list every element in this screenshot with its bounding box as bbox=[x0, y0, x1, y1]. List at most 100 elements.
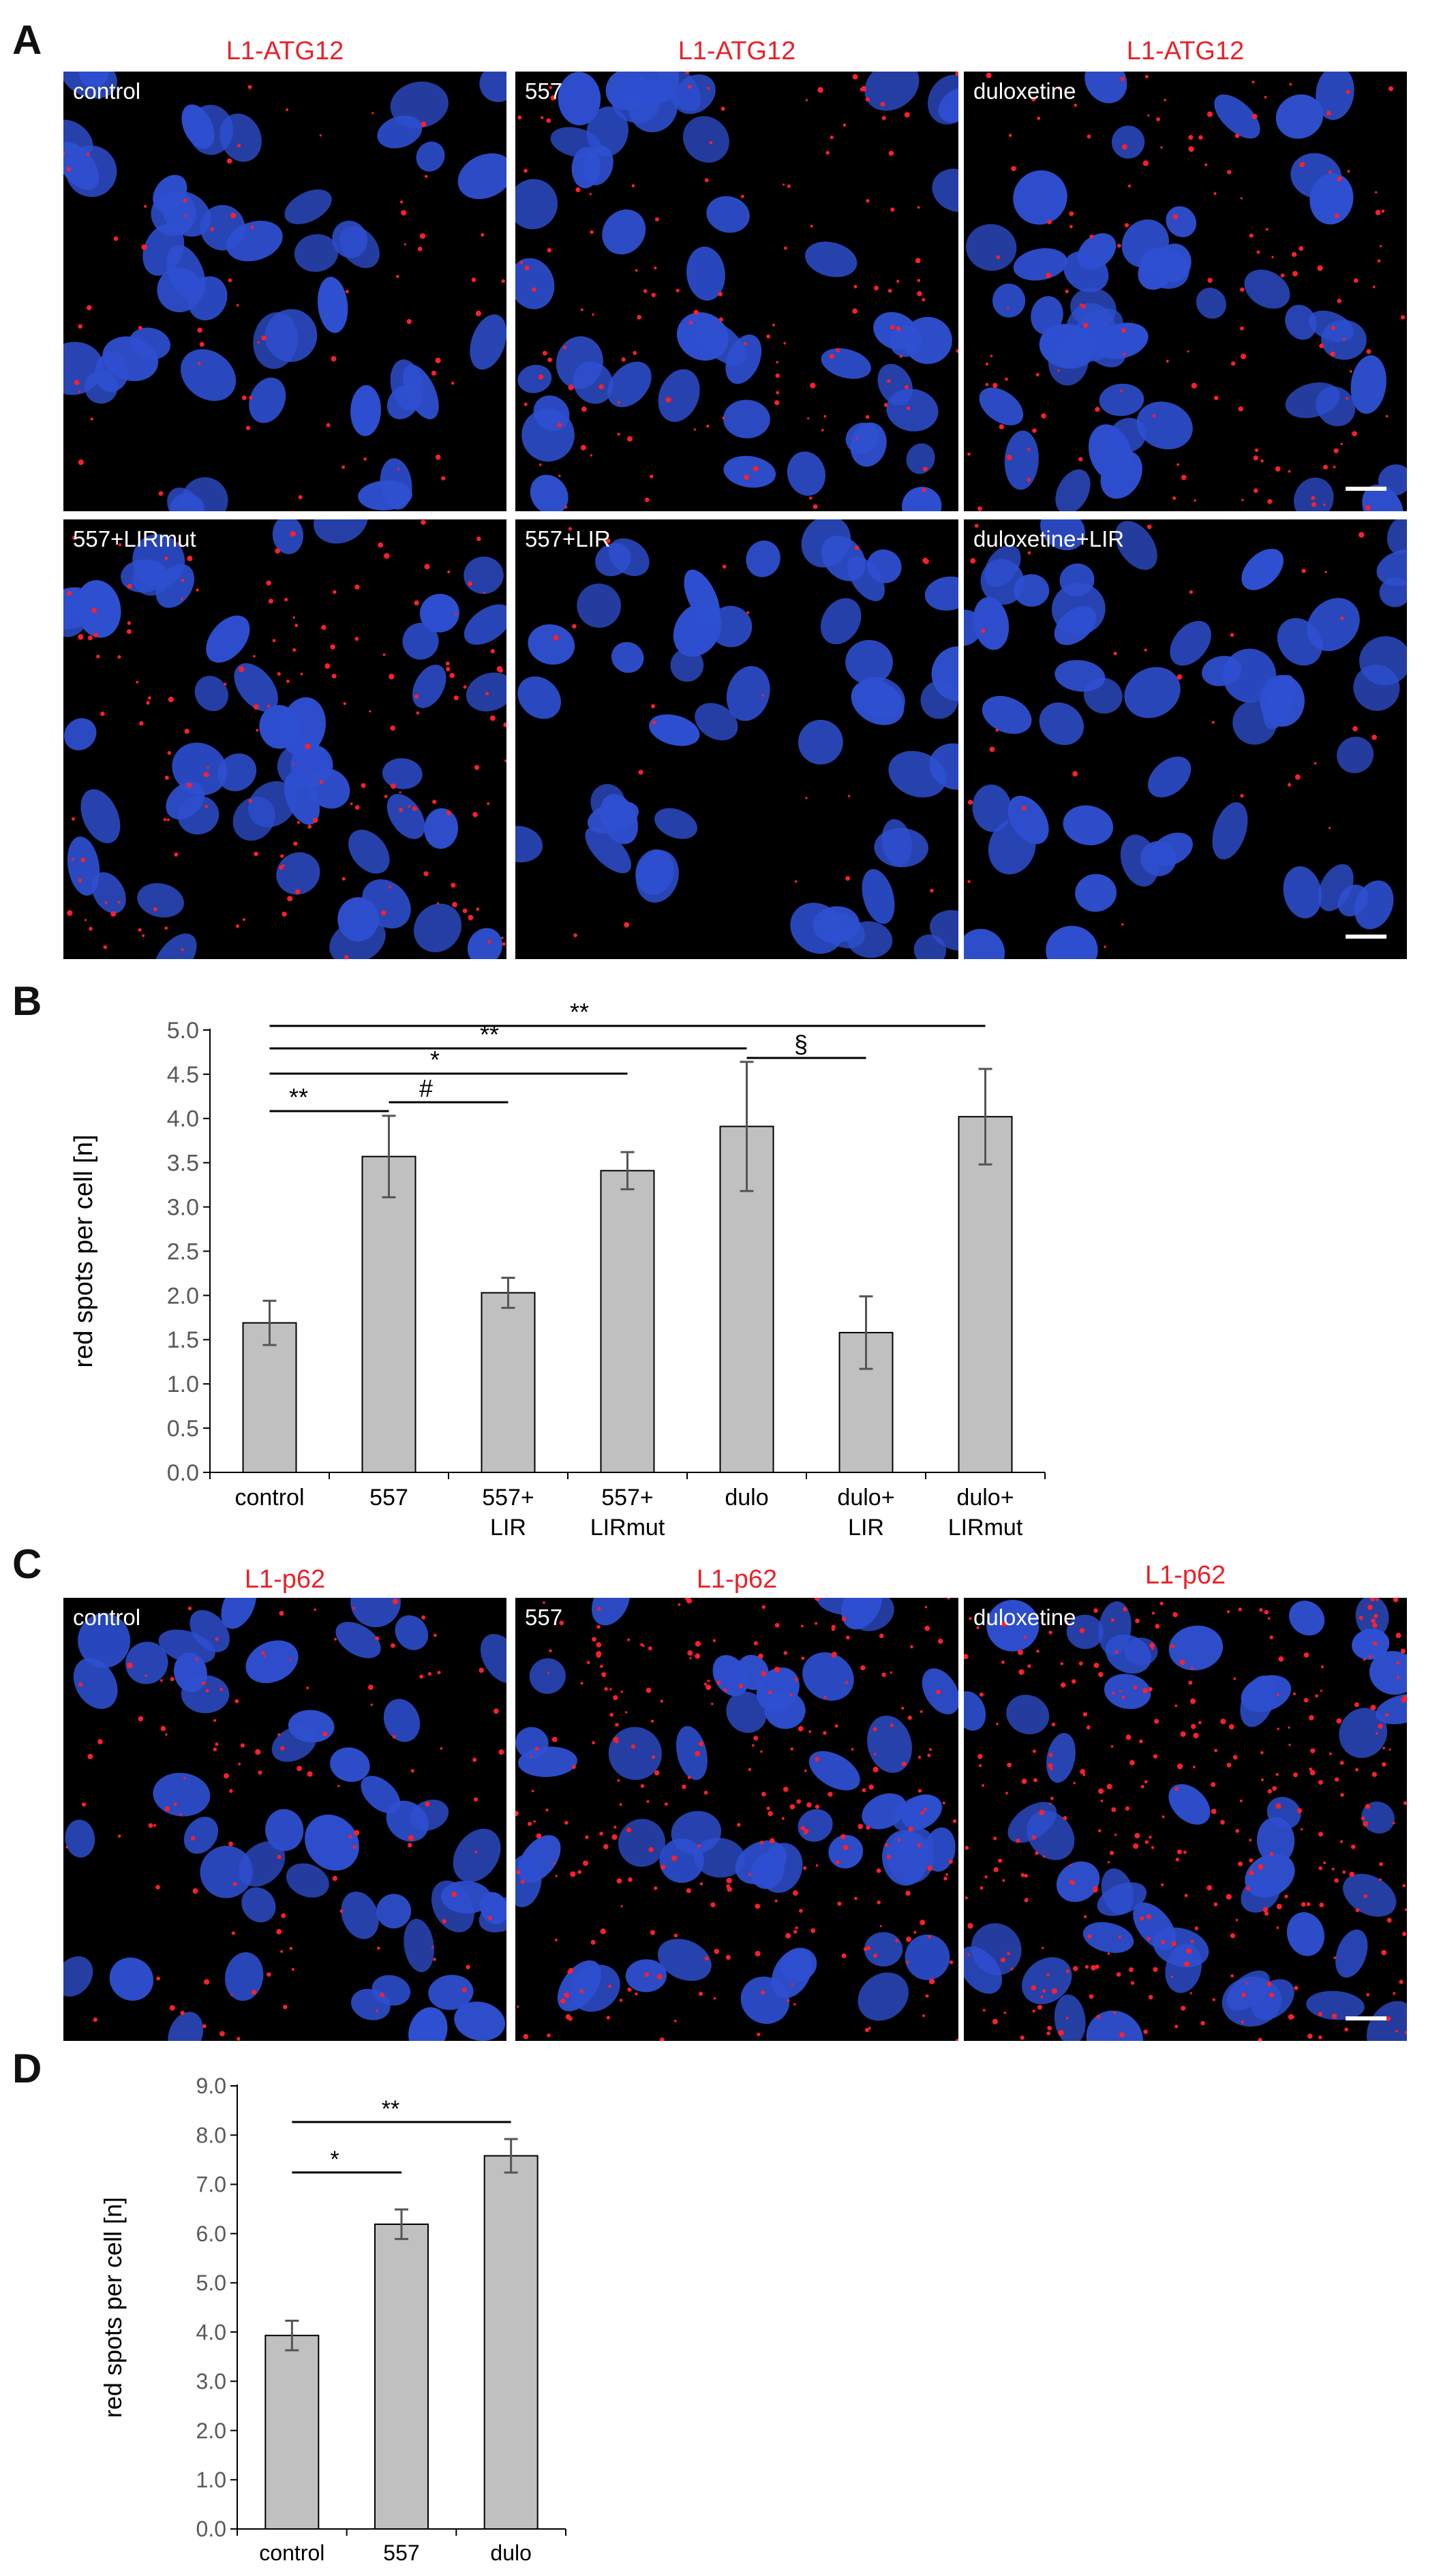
red-spot bbox=[1299, 246, 1304, 251]
nucleus bbox=[1104, 1673, 1151, 1710]
nucleus bbox=[330, 1747, 370, 1783]
nucleus bbox=[1115, 521, 1157, 570]
red-spot bbox=[996, 1723, 999, 1725]
red-spot bbox=[901, 1761, 907, 1767]
red-spot bbox=[1301, 1902, 1306, 1907]
red-spot bbox=[1352, 431, 1357, 436]
red-spot bbox=[1240, 326, 1244, 331]
red-spot bbox=[1355, 1908, 1360, 1913]
red-spot bbox=[1042, 1855, 1046, 1858]
red-spot bbox=[1060, 1662, 1064, 1665]
red-spot bbox=[153, 1823, 157, 1828]
red-spot bbox=[865, 97, 870, 102]
red-spot bbox=[1207, 1885, 1213, 1891]
red-spot bbox=[523, 2033, 529, 2040]
red-spot bbox=[579, 1989, 583, 1994]
red-spot bbox=[1323, 503, 1326, 506]
micrograph-a-control: control bbox=[63, 72, 506, 511]
red-spot bbox=[651, 292, 656, 297]
red-spot bbox=[1071, 1679, 1076, 1684]
red-spot bbox=[435, 357, 441, 363]
panel-letter-a: A bbox=[12, 17, 42, 63]
red-spot bbox=[1133, 1843, 1139, 1849]
red-spot bbox=[421, 519, 426, 525]
red-spot bbox=[224, 1773, 229, 1779]
red-spot bbox=[1129, 1760, 1135, 1766]
red-spot bbox=[184, 214, 187, 217]
nucleus bbox=[1046, 1733, 1076, 1783]
red-spot bbox=[1024, 1898, 1029, 1903]
red-spot bbox=[901, 1706, 905, 1710]
red-spot bbox=[370, 1703, 374, 1706]
red-spot bbox=[604, 1686, 608, 1691]
red-spot bbox=[837, 1901, 842, 1906]
red-spot bbox=[1069, 1864, 1072, 1867]
red-spot bbox=[160, 1725, 166, 1731]
red-spot bbox=[753, 1641, 758, 1646]
red-spot bbox=[1082, 322, 1089, 329]
red-spot bbox=[330, 644, 336, 650]
red-spot bbox=[1113, 2011, 1117, 2015]
red-spot bbox=[693, 309, 699, 316]
panel-c-title-3: L1-p62 bbox=[1144, 1561, 1226, 1590]
y-tick-label: 5.0 bbox=[196, 2271, 226, 2295]
nucleus bbox=[821, 348, 871, 379]
nucleus bbox=[335, 1622, 381, 1658]
red-spot bbox=[922, 558, 928, 564]
nucleus bbox=[307, 768, 350, 809]
red-spot bbox=[239, 666, 245, 672]
red-spot bbox=[391, 783, 396, 789]
nucleus bbox=[670, 648, 704, 682]
nucleus bbox=[480, 1634, 506, 1684]
red-spot bbox=[1381, 1761, 1386, 1767]
red-spot bbox=[1110, 1745, 1114, 1748]
nucleus bbox=[1376, 549, 1407, 586]
red-spot bbox=[543, 1601, 545, 1605]
red-spot bbox=[915, 258, 921, 264]
red-spot bbox=[86, 153, 90, 157]
red-spot bbox=[854, 545, 860, 550]
red-spot bbox=[1162, 1815, 1165, 1819]
red-spot bbox=[410, 1769, 414, 1773]
red-spot bbox=[1340, 616, 1344, 620]
nucleus bbox=[1256, 1817, 1295, 1864]
red-spot bbox=[267, 704, 271, 708]
nucleus bbox=[376, 1894, 412, 1929]
red-spot bbox=[345, 290, 349, 294]
red-spot bbox=[590, 1939, 596, 1945]
red-spot bbox=[637, 314, 642, 320]
red-spot bbox=[864, 2027, 870, 2033]
red-spot bbox=[1346, 89, 1350, 94]
red-spot bbox=[1400, 1648, 1406, 1654]
red-spot bbox=[228, 278, 232, 283]
nucleus bbox=[1355, 1598, 1389, 1637]
red-spot bbox=[392, 1598, 399, 1605]
red-spot bbox=[251, 1990, 257, 1995]
red-spot bbox=[1188, 146, 1194, 152]
red-spot bbox=[927, 1865, 933, 1871]
red-spot bbox=[1259, 2038, 1262, 2041]
red-spot bbox=[183, 1776, 186, 1780]
red-spot bbox=[1010, 1967, 1014, 1971]
nucleus bbox=[1004, 430, 1039, 490]
red-spot bbox=[631, 184, 635, 187]
red-spot bbox=[1401, 1697, 1407, 1703]
red-spot bbox=[906, 1937, 911, 1942]
nucleus bbox=[1286, 1912, 1325, 1956]
red-spot bbox=[774, 1667, 780, 1673]
nucleus bbox=[1168, 1784, 1211, 1825]
red-spot bbox=[1340, 1793, 1344, 1797]
red-spot bbox=[219, 2031, 225, 2037]
red-spot bbox=[481, 232, 485, 237]
micrograph-label: duloxetine bbox=[973, 78, 1076, 104]
red-spot bbox=[1144, 1780, 1148, 1784]
red-spot bbox=[503, 722, 506, 727]
red-spot bbox=[1047, 219, 1052, 225]
red-spot bbox=[896, 279, 900, 283]
red-spot bbox=[774, 1622, 780, 1628]
red-spot bbox=[1151, 1846, 1155, 1849]
red-spot bbox=[699, 1882, 703, 1885]
red-spot bbox=[1198, 135, 1203, 140]
nucleus bbox=[726, 1691, 767, 1733]
red-spot bbox=[192, 1888, 198, 1894]
